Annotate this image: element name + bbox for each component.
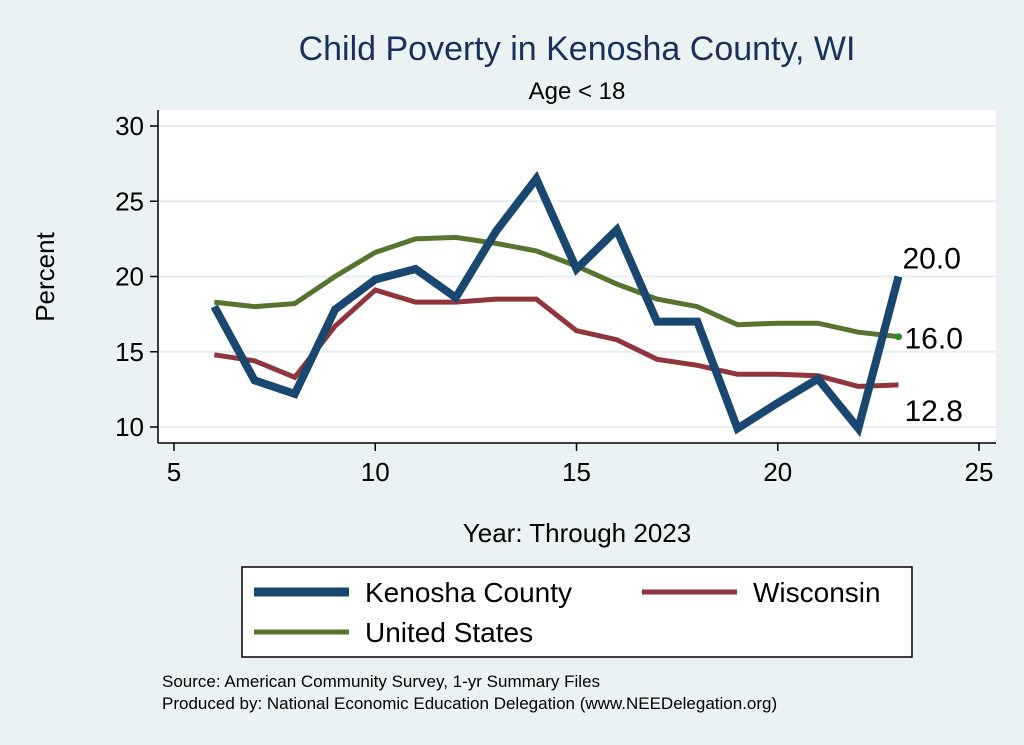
end-marker-united-states — [895, 333, 902, 341]
x-tick-label-15: 15 — [562, 457, 591, 487]
end-label-wisconsin: 12.8 — [905, 395, 963, 428]
x-tick-label-10: 10 — [361, 457, 390, 487]
series-lines — [210, 170, 903, 438]
y-tick-label-20: 20 — [115, 262, 144, 292]
x-axis-label: Year: Through 2023 — [463, 518, 691, 548]
series-line-wisconsin — [213, 287, 899, 389]
produced-by-note: Produced by: National Economic Education… — [162, 694, 777, 713]
legend: Kenosha County Wisconsin United States — [254, 577, 881, 648]
chart-subtitle: Age < 18 — [529, 78, 626, 105]
y-tick-label-10: 10 — [115, 412, 144, 442]
end-labels: 20.0 12.8 16.0 — [903, 243, 963, 428]
end-label-kenosha-county: 20.0 — [903, 243, 961, 276]
y-tick-label-15: 15 — [115, 337, 144, 367]
legend-label-wisconsin: Wisconsin — [753, 577, 881, 608]
series-line-united-states — [214, 234, 899, 340]
x-tick-label-20: 20 — [763, 457, 792, 487]
chart-title: Child Poverty in Kenosha County, WI — [299, 30, 856, 68]
legend-label-united-states: United States — [365, 617, 533, 648]
axes: 10 15 20 25 30 5 10 15 20 25 — [115, 110, 996, 487]
legend-box — [241, 566, 913, 658]
y-tick-label-30: 30 — [115, 111, 144, 141]
x-tick-label-5: 5 — [167, 457, 181, 487]
series-line-kenosha-county — [210, 170, 903, 438]
legend-label-kenosha-county: Kenosha County — [365, 577, 572, 608]
y-axis-label: Percent — [30, 231, 60, 321]
source-note: Source: American Community Survey, 1-yr … — [162, 672, 600, 691]
y-tick-label-25: 25 — [115, 186, 144, 216]
end-label-united-states: 16.0 — [905, 323, 963, 356]
x-tick-label-25: 25 — [965, 457, 994, 487]
